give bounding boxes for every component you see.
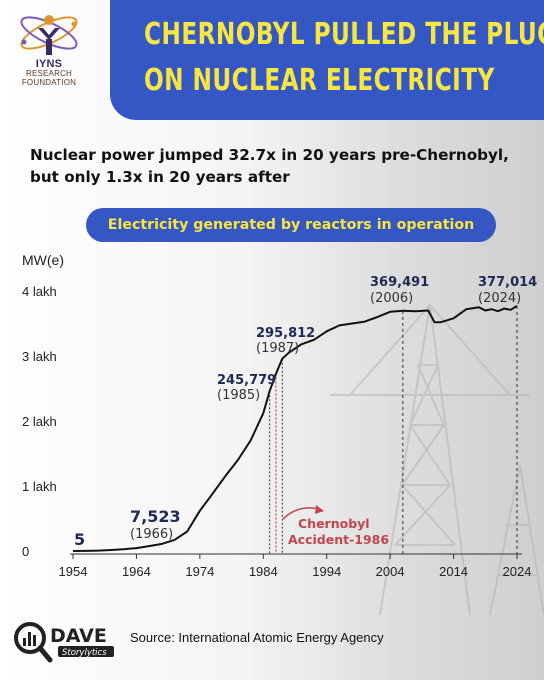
x-tick-label: 2004 <box>376 564 405 579</box>
y-tick-label: 4 lakh <box>22 284 57 299</box>
capacity-series-line <box>72 305 518 552</box>
page-title: CHERNOBYL PULLED THE PLUG ON NUCLEAR ELE… <box>144 12 544 104</box>
x-tick-label: 1954 <box>59 564 88 579</box>
subtitle: Nuclear power jumped 32.7x in 20 years p… <box>30 144 530 188</box>
x-tick-label: 1974 <box>185 564 214 579</box>
x-tick-label: 2024 <box>503 564 532 579</box>
magnifier-icon <box>14 622 46 654</box>
data-label-2024-value: 377,014 <box>478 275 537 290</box>
source-note: Source: International Atomic Energy Agen… <box>130 630 384 645</box>
data-label-2006-year: (2006) <box>370 291 413 306</box>
title-banner: CHERNOBYL PULLED THE PLUG ON NUCLEAR ELE… <box>110 0 544 120</box>
data-label-1966-year: (1966) <box>130 527 173 542</box>
y-tick-label: 1 lakh <box>22 479 57 494</box>
subtitle-line-2: but only 1.3x in 20 years after <box>30 168 290 186</box>
title-line-1: CHERNOBYL PULLED THE PLUG <box>144 17 544 52</box>
logo-caption: RESEARCH FOUNDATION <box>21 69 77 87</box>
brand-subtitle: Storylytics <box>62 648 107 658</box>
chart-caption-pill: Electricity generated by reactors in ope… <box>86 208 496 242</box>
title-line-2: ON NUCLEAR ELECTRICITY <box>144 63 495 98</box>
data-label-1985-year: (1985) <box>217 388 260 403</box>
x-tick-label: 2014 <box>439 564 468 579</box>
data-label-2006-value: 369,491 <box>370 275 429 290</box>
subtitle-line-1: Nuclear power jumped 32.7x in 20 years p… <box>30 146 509 164</box>
x-tick-label: 1984 <box>249 564 278 579</box>
dave-storylytics-logo: DAVE Storylytics <box>14 622 114 663</box>
data-label-1987-year: (1987) <box>256 341 299 356</box>
data-label-1985-value: 245,779 <box>217 373 276 388</box>
y-axis-label: MW(e) <box>22 252 64 268</box>
annotation-line-1: Chernobyl <box>298 516 370 531</box>
data-label-1954-value: 5 <box>74 530 85 549</box>
y-tick-label: 2 lakh <box>22 414 57 429</box>
logo-name: IYNS <box>35 58 63 70</box>
data-label-1987-value: 295,812 <box>256 326 315 341</box>
nuclear-capacity-chart: MW(e) 0 1 lakh 2 lakh 3 lakh 4 lakh 1954 1964… <box>22 252 544 615</box>
iyns-logo: IYNS RESEARCH FOUNDATION <box>4 6 94 90</box>
data-label-2024-year: (2024) <box>478 291 521 306</box>
x-tick-label: 1994 <box>312 564 341 579</box>
transmission-tower-illustration <box>330 303 544 615</box>
annotation-arrowhead-icon <box>315 505 324 514</box>
annotation-line-2: Accident-1986 <box>288 532 389 547</box>
y-tick-label: 0 <box>22 544 29 559</box>
brand-name: DAVE <box>50 625 107 647</box>
atom-logo-icon <box>20 15 78 55</box>
x-tick-label: 1964 <box>122 564 151 579</box>
data-label-1966-value: 7,523 <box>130 507 181 526</box>
y-tick-label: 3 lakh <box>22 349 57 364</box>
